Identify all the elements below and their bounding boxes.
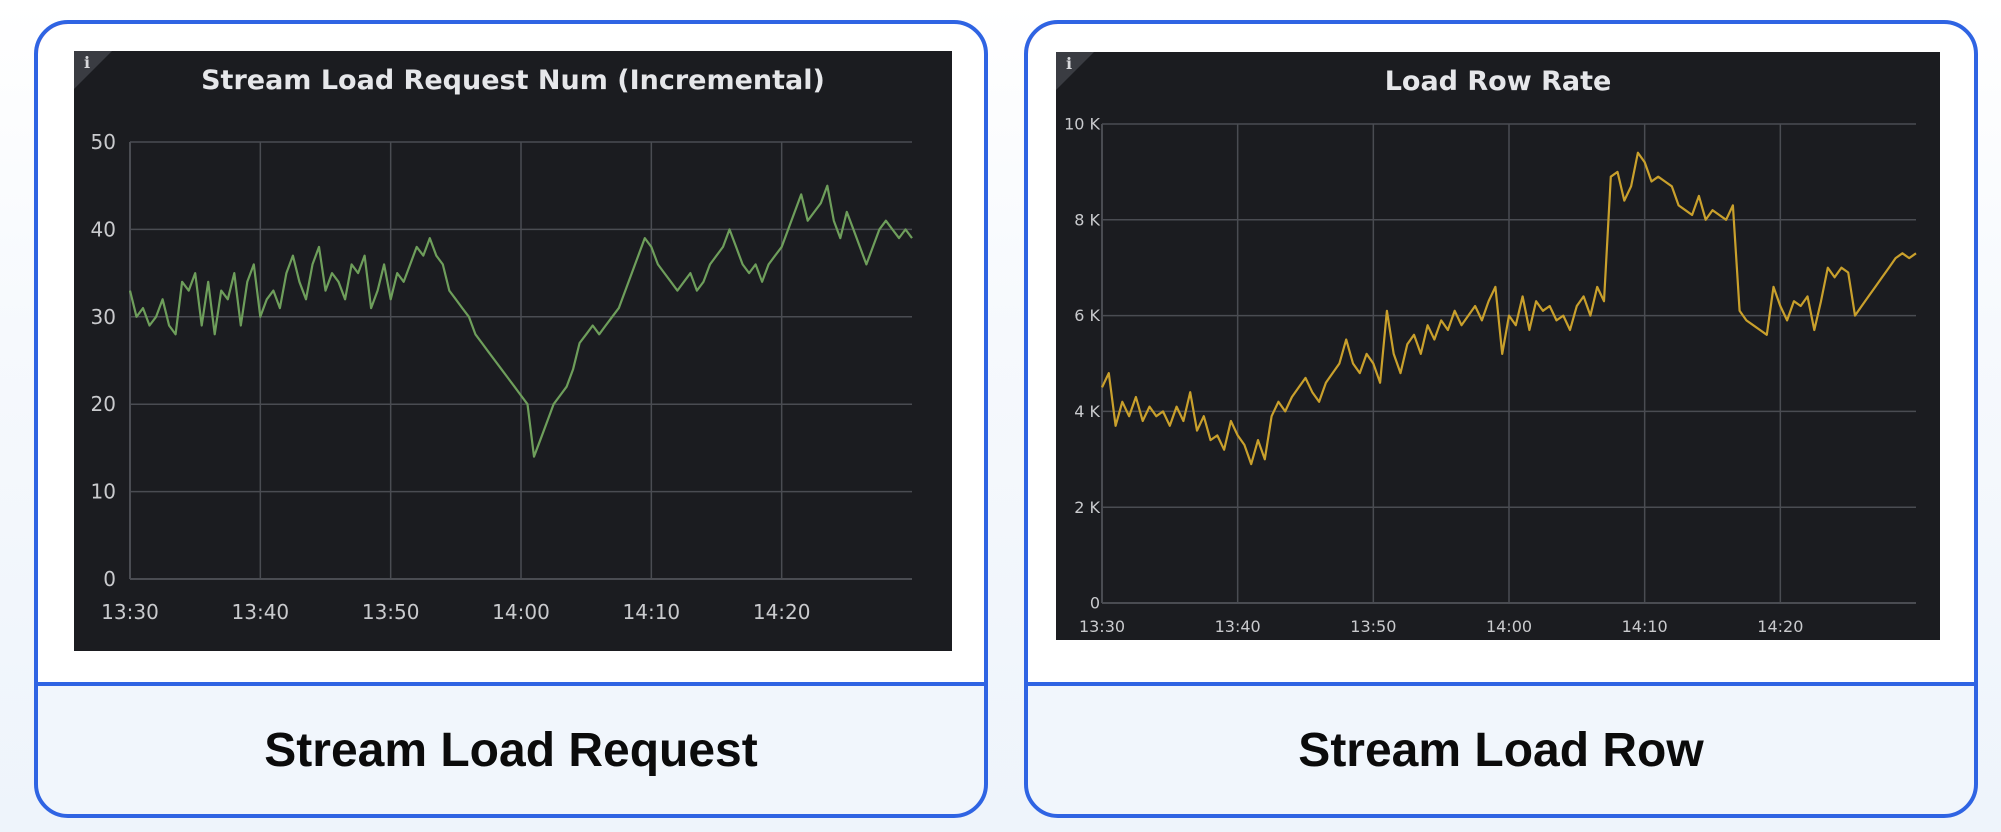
row-x-tick-label: 14:00	[1486, 617, 1532, 636]
caption-box-request: Stream Load Request	[38, 682, 984, 814]
row-series-line-rows_per_second	[1101, 151, 1917, 466]
info-corner[interactable]	[1056, 52, 1094, 90]
chart-panel-row: 0 2 K 4 K 6 K 8 K 10 K 13:30 13:40 13:50 14:00 14:…	[1056, 52, 1940, 640]
request-y-tick-label: 20	[91, 392, 116, 416]
chart-title-request: Stream Load Request Num (Incremental)	[201, 65, 825, 96]
row-y-tick-label: 0	[1090, 594, 1100, 613]
request-series-line-requests	[128, 184, 913, 458]
row-chart-svg: 0 2 K 4 K 6 K 8 K 10 K 13:30 13:40 13:50 14:00 14:…	[1064, 115, 1917, 636]
row-x-tick-label: 13:50	[1350, 617, 1396, 636]
row-x-tick-label: 14:10	[1622, 617, 1668, 636]
row-y-tick-label: 10 K	[1064, 115, 1100, 134]
request-y-tick-label: 40	[91, 217, 116, 241]
chart-title-row: Load Row Rate	[1384, 66, 1612, 97]
row-x-tick-label: 14:20	[1757, 617, 1803, 636]
row-y-tick-label: 6 K	[1074, 306, 1100, 325]
caption-box-row: Stream Load Row	[1028, 682, 1974, 814]
info-icon[interactable]: i	[84, 53, 91, 72]
request-x-tick-label: 13:30	[101, 600, 159, 624]
caption-stream-load-row: Stream Load Row	[1298, 723, 1704, 777]
request-y-tick-label: 50	[91, 130, 116, 154]
info-corner[interactable]	[74, 51, 112, 89]
card-stream-load-request: 0 10 20 30 40 50 13:30 13:40 13:50 14:00 14:10 14:2…	[34, 20, 988, 818]
request-x-tick-label: 14:20	[753, 600, 811, 624]
request-y-tick-label: 10	[91, 480, 116, 504]
row-x-tick-label: 13:40	[1215, 617, 1261, 636]
row-y-tick-label: 4 K	[1074, 402, 1100, 421]
request-x-tick-label: 13:40	[232, 600, 290, 624]
request-x-tick-label: 13:50	[362, 600, 420, 624]
request-x-tick-label: 14:00	[492, 600, 550, 624]
card-stream-load-row: 0 2 K 4 K 6 K 8 K 10 K 13:30 13:40 13:50 14:00 14:…	[1024, 20, 1978, 818]
request-x-tick-label: 14:10	[623, 600, 681, 624]
row-y-tick-label: 8 K	[1074, 210, 1100, 229]
info-icon[interactable]: i	[1066, 54, 1073, 73]
row-x-tick-label: 13:30	[1079, 617, 1125, 636]
chart-panel-request: 0 10 20 30 40 50 13:30 13:40 13:50 14:00 14:10 14:2…	[74, 51, 952, 651]
request-y-tick-label: 30	[91, 305, 116, 329]
request-chart-svg: 0 10 20 30 40 50 13:30 13:40 13:50 14:00 14:10 14:2…	[91, 130, 913, 624]
request-y-tick-label: 0	[103, 567, 116, 591]
row-y-tick-label: 2 K	[1074, 498, 1100, 517]
caption-stream-load-request: Stream Load Request	[264, 723, 758, 777]
